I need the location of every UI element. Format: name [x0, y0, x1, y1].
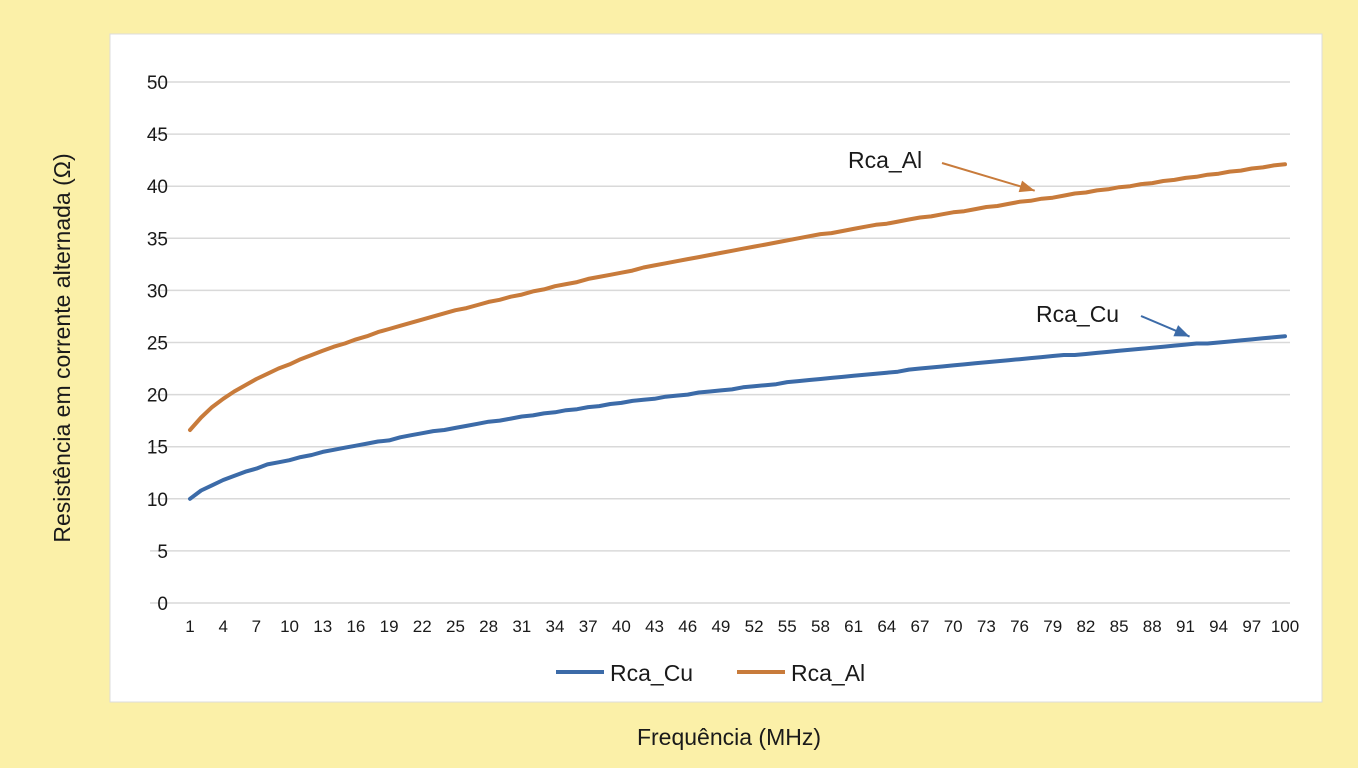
x-tick-label: 28	[479, 617, 498, 636]
x-tick-label: 46	[678, 617, 697, 636]
y-tick-label: 20	[147, 386, 168, 407]
x-tick-label: 25	[446, 617, 465, 636]
x-tick-label: 61	[844, 617, 863, 636]
x-tick-label: 76	[1010, 617, 1029, 636]
grid-lines	[150, 81, 1290, 604]
y-tick-label: 5	[157, 542, 168, 563]
x-tick-label: 73	[977, 617, 996, 636]
y-tick-label: 50	[147, 73, 168, 94]
y-tick-label: 25	[147, 334, 168, 355]
x-tick-label: 64	[877, 617, 896, 636]
x-tick-label: 97	[1242, 617, 1261, 636]
annotation-arrowhead	[1173, 325, 1190, 337]
x-tick-label: 4	[218, 617, 227, 636]
x-tick-label: 43	[645, 617, 664, 636]
x-tick-label: 10	[280, 617, 299, 636]
series-line-rca-cu	[188, 334, 1287, 501]
x-tick-label: 85	[1110, 617, 1129, 636]
y-tick-label: 35	[147, 229, 168, 250]
x-tick-label: 58	[811, 617, 830, 636]
annotation-arrow-line	[941, 162, 1036, 192]
x-tick-label: 19	[380, 617, 399, 636]
y-axis-title: Resistência em corrente alternada (Ω)	[49, 153, 75, 542]
x-tick-label: 82	[1076, 617, 1095, 636]
series-lines	[188, 162, 1287, 501]
x-axis-tick-labels: 1 4 7 10 13 16 19 22 25 28 31 34 37 40 43 46 49 52 55 58 61 6…	[185, 617, 1299, 636]
y-tick-label: 45	[147, 125, 168, 146]
plot-area-background	[109, 33, 1323, 703]
x-tick-label: 40	[612, 617, 631, 636]
x-tick-label: 94	[1209, 617, 1228, 636]
x-tick-label: 52	[745, 617, 764, 636]
x-tick-label: 55	[778, 617, 797, 636]
series-line-rca-al	[188, 162, 1287, 432]
x-tick-label: 34	[546, 617, 565, 636]
annotations: Rca_Al Rca_Cu	[848, 147, 1190, 338]
legend-label-rca-cu: Rca_Cu	[610, 660, 693, 686]
annotation-label-rca-cu: Rca_Cu	[1036, 301, 1119, 327]
x-tick-label: 7	[252, 617, 261, 636]
x-tick-label: 67	[911, 617, 930, 636]
y-axis-tick-labels: 0 5 10 15 20 25 30 35 40 45 50	[147, 73, 168, 615]
x-tick-label: 49	[711, 617, 730, 636]
annotation-label-rca-al: Rca_Al	[848, 147, 922, 173]
x-tick-label: 88	[1143, 617, 1162, 636]
x-tick-label: 1	[185, 617, 194, 636]
x-tick-label: 31	[512, 617, 531, 636]
x-tick-label: 79	[1043, 617, 1062, 636]
y-tick-label: 30	[147, 281, 168, 302]
x-axis-title: Frequência (MHz)	[637, 724, 821, 750]
y-tick-label: 40	[147, 177, 168, 198]
x-tick-label: 16	[346, 617, 365, 636]
x-tick-label: 91	[1176, 617, 1195, 636]
x-tick-label: 37	[579, 617, 598, 636]
legend-label-rca-al: Rca_Al	[791, 660, 865, 686]
legend: Rca_Cu Rca_Al	[556, 660, 865, 686]
y-tick-label: 0	[157, 594, 168, 615]
x-tick-label: 70	[944, 617, 963, 636]
annotation-arrowhead	[1018, 180, 1035, 193]
x-tick-label: 22	[413, 617, 432, 636]
x-tick-label: 100	[1271, 617, 1299, 636]
y-tick-label: 15	[147, 438, 168, 459]
y-tick-label: 10	[147, 490, 168, 511]
x-tick-label: 13	[313, 617, 332, 636]
